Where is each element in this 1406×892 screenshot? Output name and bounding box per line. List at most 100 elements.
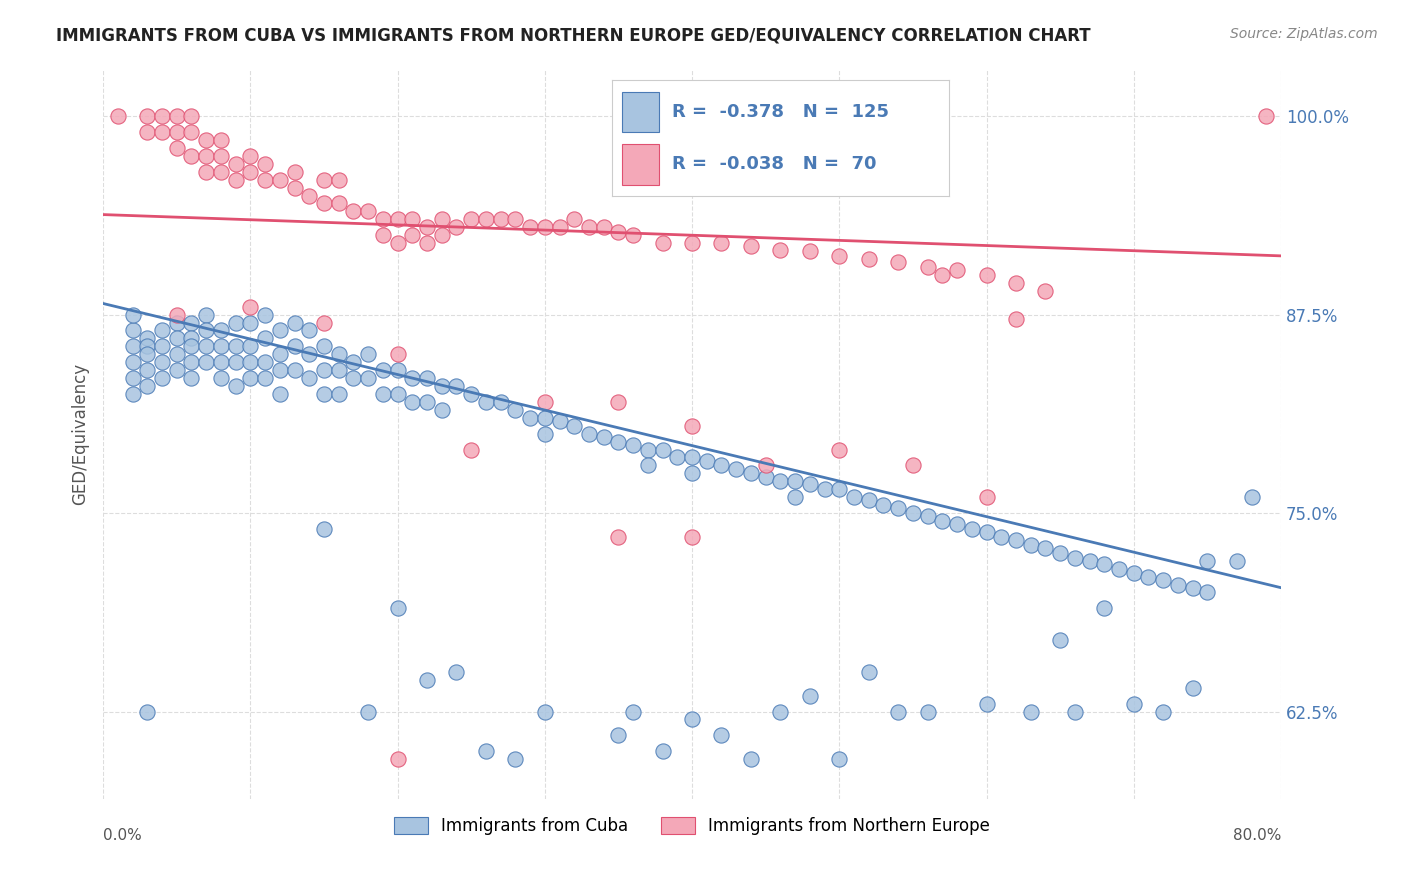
Point [1152,573,1174,587]
Point [357,347,380,361]
Point [328,347,350,361]
Point [121,308,143,322]
Bar [621,92,659,132]
Point [150,355,173,369]
Point [976,697,998,711]
Point [166,141,188,155]
Point [828,752,851,766]
Point [621,705,644,719]
Point [283,339,305,353]
Point [166,347,188,361]
Point [1063,705,1085,719]
Point [180,339,202,353]
Point [312,363,335,377]
Point [342,204,364,219]
Point [1197,554,1219,568]
Point [136,339,159,353]
Point [917,705,939,719]
Point [755,469,778,483]
Point [401,228,423,243]
Point [505,402,527,417]
Point [548,220,571,235]
Point [166,308,188,322]
Point [239,339,262,353]
Point [1181,681,1204,695]
Text: Source: ZipAtlas.com: Source: ZipAtlas.com [1230,27,1378,41]
Point [621,228,644,243]
Point [254,157,277,171]
Point [1256,109,1278,123]
Point [1049,546,1071,560]
Point [298,347,321,361]
Point [430,402,453,417]
Point [785,490,807,504]
Point [681,450,703,465]
Point [225,157,247,171]
Point [121,339,143,353]
Point [637,458,659,473]
Point [872,498,894,512]
Point [562,418,585,433]
Point [1226,554,1249,568]
Point [990,530,1012,544]
Point [136,379,159,393]
Point [887,255,910,269]
Point [283,363,305,377]
Point [607,434,630,449]
Point [357,371,380,385]
Point [166,316,188,330]
Point [298,188,321,202]
Point [166,331,188,345]
Point [225,355,247,369]
Point [946,517,969,532]
Point [533,705,555,719]
Point [387,347,409,361]
Point [931,514,953,528]
Point [209,371,232,385]
Point [312,339,335,353]
Point [799,477,821,491]
Point [446,665,468,679]
Point [371,228,394,243]
Point [121,371,143,385]
Point [254,172,277,186]
Point [328,363,350,377]
Point [328,387,350,401]
Point [607,728,630,742]
Point [180,149,202,163]
Point [519,220,541,235]
Point [254,308,277,322]
Point [166,125,188,139]
Point [505,212,527,227]
Point [710,728,733,742]
Y-axis label: GED/Equivalency: GED/Equivalency [72,363,89,505]
Point [1005,533,1028,547]
Point [607,225,630,239]
Point [681,236,703,251]
Point [298,371,321,385]
Point [813,482,835,496]
Point [195,323,218,337]
Point [195,133,218,147]
Text: R =  -0.378   N =  125: R = -0.378 N = 125 [672,103,890,121]
Point [1167,577,1189,591]
Point [1035,541,1057,555]
Point [195,339,218,353]
Point [460,387,482,401]
Point [1108,561,1130,575]
Point [209,355,232,369]
Point [136,331,159,345]
Point [209,133,232,147]
Point [136,109,159,123]
Point [607,395,630,409]
Text: 0.0%: 0.0% [103,828,142,843]
Point [239,165,262,179]
Point [681,418,703,433]
Point [209,339,232,353]
Point [269,172,291,186]
Point [283,165,305,179]
Point [225,316,247,330]
Point [519,410,541,425]
Point [387,387,409,401]
Point [755,458,778,473]
